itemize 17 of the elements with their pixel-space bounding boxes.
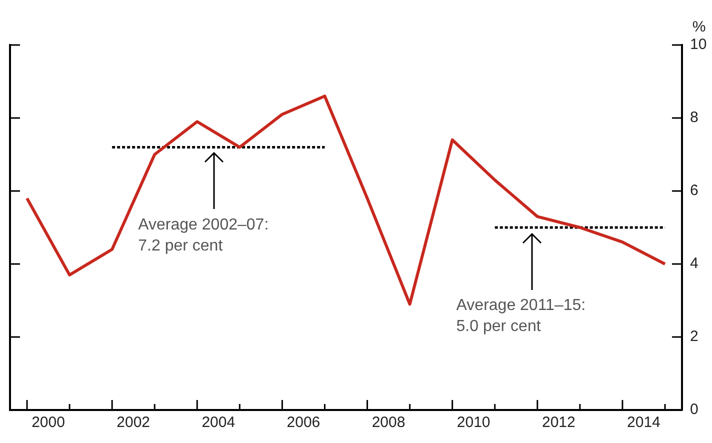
x-tick-label: 2004 — [202, 414, 236, 432]
x-tick-label: 2012 — [542, 414, 576, 432]
y-tick-label: 2 — [690, 328, 698, 346]
x-tick-label: 2014 — [627, 414, 660, 432]
y-axis-title: % — [692, 18, 706, 36]
x-tick-label: 2010 — [456, 414, 490, 432]
x-tick-label: 2008 — [372, 414, 406, 432]
y-tick-label: 8 — [690, 109, 698, 126]
y-tick-label: 4 — [690, 255, 698, 272]
x-tick-label: 2000 — [32, 414, 65, 432]
y-tick-label: 10 — [690, 36, 707, 54]
annotation: Average 2011–15: 5.0 per cent — [456, 296, 586, 335]
annotation: Average 2002–07: 7.2 per cent — [138, 216, 269, 255]
x-tick-label: 2002 — [116, 414, 150, 432]
x-tick-label: 2006 — [286, 414, 320, 432]
y-tick-label: 0 — [690, 401, 698, 418]
y-tick-label: 6 — [690, 182, 698, 200]
